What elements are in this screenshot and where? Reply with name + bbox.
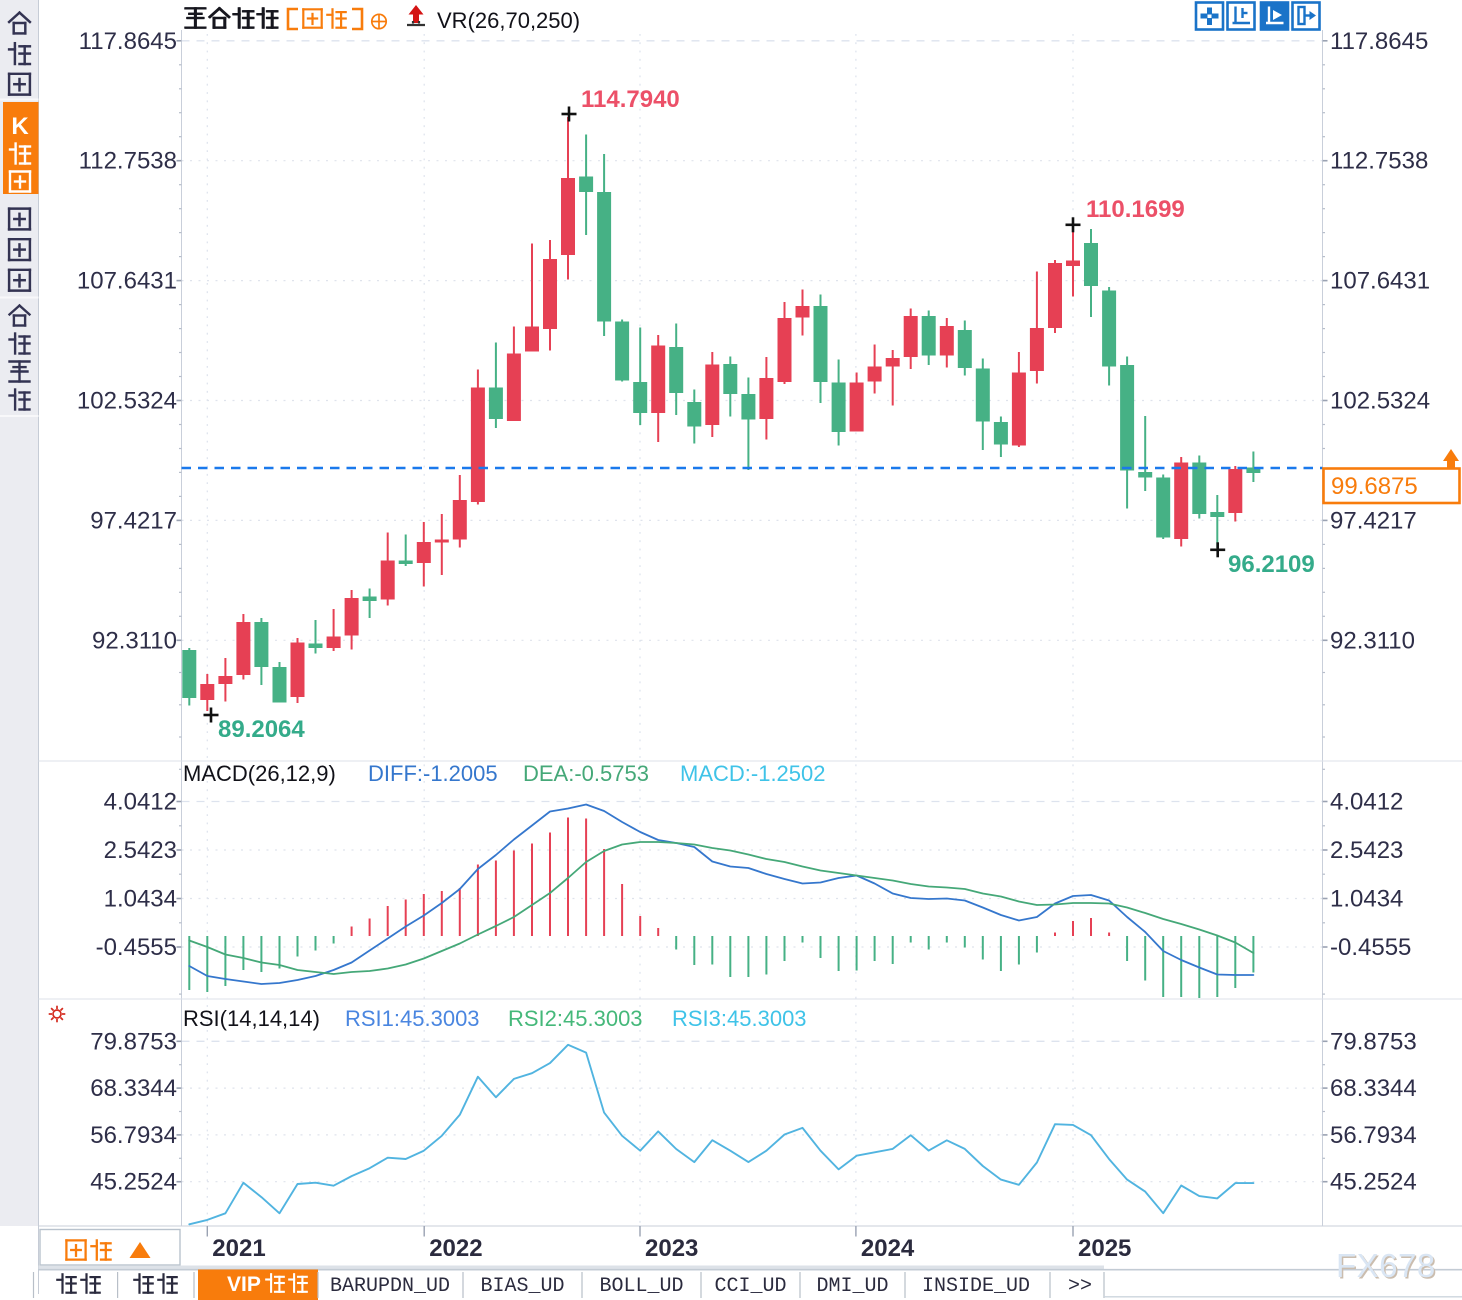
svg-text:112.7538: 112.7538 bbox=[79, 148, 177, 175]
svg-text:FX678: FX678 bbox=[1336, 1247, 1436, 1284]
svg-text:92.3110: 92.3110 bbox=[92, 627, 177, 654]
svg-text:1.0434: 1.0434 bbox=[104, 886, 177, 913]
svg-text:99.6875: 99.6875 bbox=[1331, 473, 1418, 500]
svg-text:-0.4555: -0.4555 bbox=[1330, 934, 1411, 961]
svg-text:VR(26,70,250): VR(26,70,250) bbox=[437, 8, 580, 33]
svg-text:BARUPDN_UD: BARUPDN_UD bbox=[330, 1275, 450, 1298]
svg-text:MACD(26,12,9): MACD(26,12,9) bbox=[183, 761, 336, 786]
svg-text:117.8645: 117.8645 bbox=[1330, 28, 1428, 55]
svg-text:56.7934: 56.7934 bbox=[90, 1122, 177, 1149]
svg-text:RSI1:45.3003: RSI1:45.3003 bbox=[345, 1006, 480, 1031]
svg-text:BIAS_UD: BIAS_UD bbox=[480, 1275, 564, 1298]
svg-text:107.6431: 107.6431 bbox=[1330, 268, 1430, 295]
svg-text:RSI2:45.3003: RSI2:45.3003 bbox=[508, 1006, 643, 1031]
svg-text:DMI_UD: DMI_UD bbox=[816, 1275, 888, 1298]
svg-text:45.2524: 45.2524 bbox=[90, 1169, 177, 1196]
svg-text:RSI3:45.3003: RSI3:45.3003 bbox=[672, 1006, 807, 1031]
svg-text:68.3344: 68.3344 bbox=[90, 1075, 177, 1102]
svg-text:2.5423: 2.5423 bbox=[1330, 837, 1403, 864]
svg-text:MACD:-1.2502: MACD:-1.2502 bbox=[680, 761, 826, 786]
svg-text:68.3344: 68.3344 bbox=[1330, 1075, 1417, 1102]
svg-text:102.5324: 102.5324 bbox=[1330, 388, 1430, 415]
svg-text:2023: 2023 bbox=[645, 1235, 698, 1262]
svg-text:97.4217: 97.4217 bbox=[1330, 507, 1417, 534]
svg-text:1.0434: 1.0434 bbox=[1330, 886, 1403, 913]
svg-text:45.2524: 45.2524 bbox=[1330, 1169, 1417, 1196]
svg-text:92.3110: 92.3110 bbox=[1330, 627, 1415, 654]
svg-text:RSI(14,14,14): RSI(14,14,14) bbox=[183, 1006, 320, 1031]
svg-text:4.0412: 4.0412 bbox=[104, 789, 177, 816]
svg-text:89.2064: 89.2064 bbox=[218, 716, 305, 743]
svg-text:107.6431: 107.6431 bbox=[77, 268, 177, 295]
svg-text:117.8645: 117.8645 bbox=[79, 28, 177, 55]
svg-text:VIP: VIP bbox=[227, 1273, 261, 1296]
svg-text:79.8753: 79.8753 bbox=[90, 1028, 177, 1055]
svg-text:56.7934: 56.7934 bbox=[1330, 1122, 1417, 1149]
svg-text:CCI_UD: CCI_UD bbox=[714, 1275, 786, 1298]
svg-text:112.7538: 112.7538 bbox=[1330, 148, 1428, 175]
svg-text:79.8753: 79.8753 bbox=[1330, 1028, 1417, 1055]
svg-text:DIFF:-1.2005: DIFF:-1.2005 bbox=[368, 761, 498, 786]
svg-text:2024: 2024 bbox=[861, 1235, 915, 1262]
svg-text:2.5423: 2.5423 bbox=[104, 837, 177, 864]
svg-text:K: K bbox=[11, 113, 29, 140]
svg-text:2022: 2022 bbox=[429, 1235, 482, 1262]
svg-text:110.1699: 110.1699 bbox=[1086, 196, 1185, 223]
svg-text:4.0412: 4.0412 bbox=[1330, 789, 1403, 816]
svg-text:96.2109: 96.2109 bbox=[1228, 551, 1315, 578]
svg-text:114.7940: 114.7940 bbox=[581, 86, 680, 113]
svg-text:97.4217: 97.4217 bbox=[90, 507, 177, 534]
svg-text:2021: 2021 bbox=[212, 1235, 265, 1262]
svg-text:>>: >> bbox=[1068, 1275, 1092, 1298]
svg-text:2025: 2025 bbox=[1078, 1235, 1131, 1262]
svg-text:102.5324: 102.5324 bbox=[77, 388, 177, 415]
svg-text:INSIDE_UD: INSIDE_UD bbox=[922, 1275, 1030, 1298]
svg-text:BOLL_UD: BOLL_UD bbox=[599, 1275, 683, 1298]
svg-text:DEA:-0.5753: DEA:-0.5753 bbox=[523, 761, 649, 786]
svg-text:FX678: FX678 bbox=[1338, 1249, 1438, 1286]
svg-text:-0.4555: -0.4555 bbox=[96, 934, 177, 961]
